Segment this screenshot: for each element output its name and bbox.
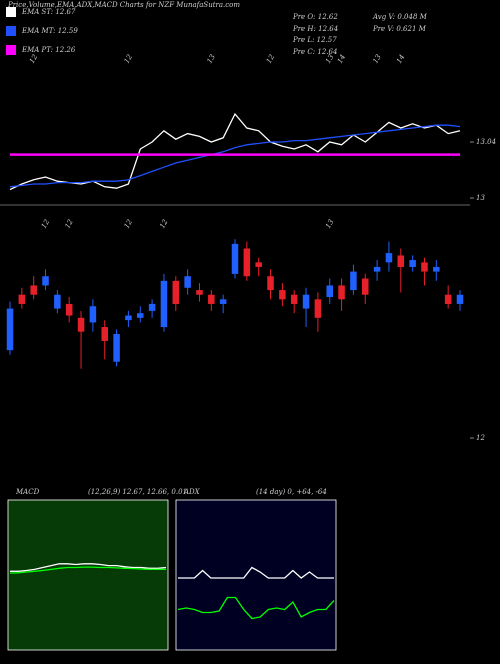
candle-body (373, 266, 381, 272)
panel-title: MACD (15, 488, 40, 496)
x-tick-label: 12 (265, 53, 277, 65)
x-tick-label: 12 (158, 218, 170, 230)
candle-body (397, 255, 405, 267)
panel-subtitle: (12,26,9) 12.67, 12.66, 0.01 (88, 488, 187, 496)
candle-body (184, 276, 191, 288)
panel-title: ADX (183, 488, 201, 496)
y-tick-label: 12 (476, 434, 485, 442)
candle-body (314, 299, 322, 318)
panel (7, 499, 169, 651)
candle-body (290, 294, 298, 304)
y-tick-label: 13.04 (476, 138, 496, 146)
panel-subtitle: (14 day) 0, +64, -64 (256, 488, 327, 496)
legend-swatch (6, 26, 16, 36)
candle-body (18, 294, 26, 304)
x-tick-label: 12 (123, 53, 135, 65)
x-tick-label: 14 (336, 53, 347, 65)
candle-body (208, 294, 215, 304)
candle-body (267, 276, 274, 291)
candle-body (231, 243, 239, 274)
x-tick-label: 12 (28, 53, 40, 65)
legend-label: EMA PT: 12.26 (21, 46, 76, 54)
legend-label: EMA ST: 12.67 (21, 8, 76, 16)
legend-label: EMA MT: 12.59 (21, 27, 78, 35)
candle-body (456, 294, 464, 304)
candle-body (444, 294, 452, 304)
series-line (9, 112, 461, 191)
x-tick-label: 12 (40, 218, 52, 230)
candle-body (160, 280, 168, 328)
x-tick-label: 13 (206, 53, 218, 65)
candle-body (148, 303, 156, 311)
candle-body (30, 285, 37, 295)
stat: Pre C: 12.64 (292, 48, 337, 56)
candle-body (42, 276, 49, 286)
candle-body (302, 294, 310, 309)
stat: Pre H: 12.64 (292, 25, 338, 33)
x-tick-label: 14 (395, 53, 406, 65)
y-tick-label: 13 (476, 194, 485, 202)
candle-body (125, 315, 132, 321)
candle-body (338, 285, 345, 300)
series-line (9, 566, 166, 574)
legend-swatch (6, 7, 16, 17)
candle-body (137, 313, 144, 318)
candle-body (385, 253, 393, 263)
x-tick-label: 13 (371, 53, 383, 65)
candle-body (409, 260, 416, 267)
x-tick-label: 12 (123, 218, 135, 230)
candle-body (89, 306, 97, 323)
candle-body (77, 317, 85, 332)
chart-title: Price,Volume,EMA,ADX,MACD Charts for NZF… (7, 1, 240, 9)
series-line (177, 596, 335, 620)
candle-body (54, 294, 61, 309)
stat: Avg V: 0.048 M (372, 13, 428, 21)
x-tick-label: 13 (324, 53, 336, 65)
candle-body (279, 290, 286, 300)
candle-body (196, 290, 203, 295)
candle-body (326, 285, 333, 298)
stat: Pre O: 12.62 (292, 13, 338, 21)
candle-body (255, 262, 262, 267)
x-tick-label: 13 (324, 218, 336, 230)
candle-body (6, 308, 14, 351)
x-tick-label: 12 (64, 218, 76, 230)
legend-swatch (6, 45, 16, 55)
candle-body (362, 278, 369, 295)
candle-body (113, 334, 120, 362)
series-line (178, 566, 334, 579)
candle-body (172, 280, 180, 304)
candle-body (219, 299, 227, 304)
candle-body (350, 271, 357, 291)
series-line (9, 124, 461, 188)
stat: Pre L: 12.57 (292, 36, 337, 44)
series-line (10, 563, 167, 572)
candle-body (65, 303, 73, 316)
candle-body (433, 266, 440, 272)
candle-body (101, 327, 108, 341)
stat: Pre V: 0.621 M (372, 25, 427, 33)
candle-body (243, 248, 251, 277)
panel (175, 499, 337, 651)
candle-body (421, 262, 428, 272)
